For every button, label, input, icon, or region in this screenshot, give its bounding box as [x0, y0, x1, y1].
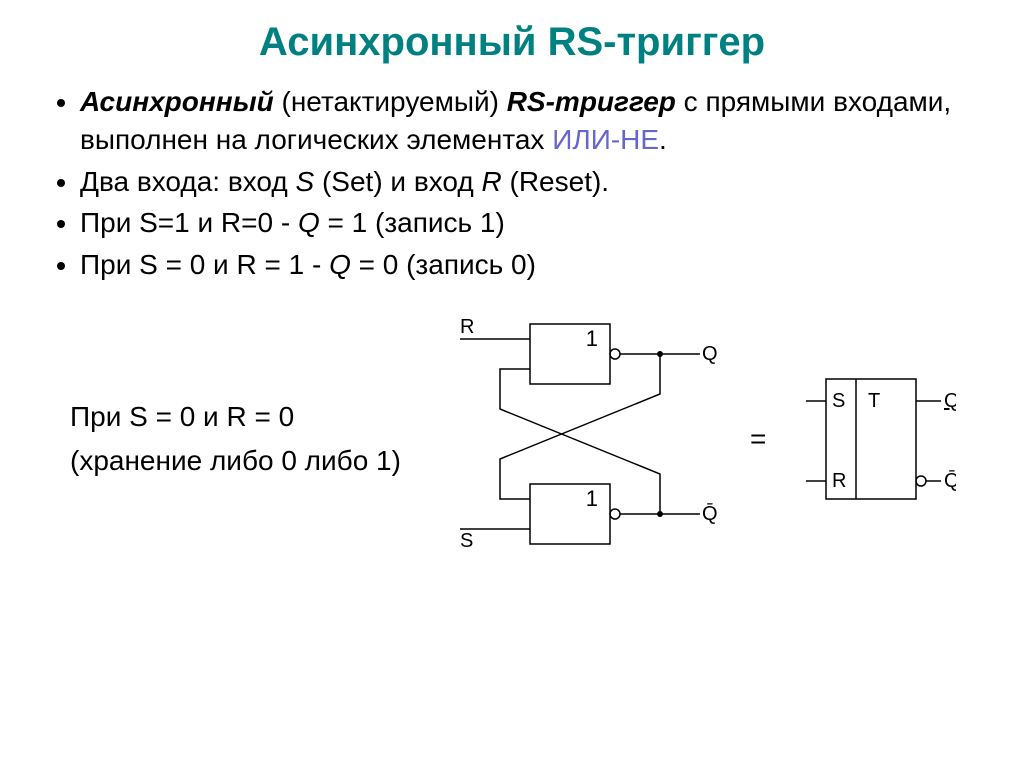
- svg-text:Q: Q: [944, 390, 956, 412]
- svg-text:Q: Q: [702, 343, 718, 365]
- svg-text:1: 1: [586, 326, 598, 351]
- svg-text:S: S: [460, 530, 473, 552]
- svg-text:1: 1: [586, 486, 598, 511]
- bullet-item: При S = 0 и R = 1 - Q = 0 (запись 0): [80, 246, 984, 284]
- svg-text:Q̄: Q̄: [702, 502, 718, 525]
- svg-text:S: S: [832, 390, 845, 412]
- svg-text:R: R: [460, 316, 474, 338]
- storage-condition-text: При S = 0 и R = 0 (хранение либо 0 либо …: [40, 389, 420, 489]
- svg-text:T: T: [868, 390, 880, 412]
- page-title: Асинхронный RS-триггер: [40, 20, 984, 65]
- svg-text:R: R: [832, 470, 846, 492]
- bullet-item: При S=1 и R=0 - Q = 1 (запись 1): [80, 204, 984, 242]
- nor-gates-diagram: 1 1 R S Q Q̄: [450, 314, 720, 564]
- svg-text:Q̄: Q̄: [944, 469, 956, 492]
- equals-sign: =: [750, 423, 766, 455]
- trigger-block-diagram: S R T Q Q̄: [796, 369, 956, 509]
- bullet-item: Асинхронный (нетактируемый) RS-триггер с…: [80, 83, 984, 159]
- bullet-list: Асинхронный (нетактируемый) RS-триггер с…: [40, 83, 984, 284]
- bullet-item: Два входа: вход S (Set) и вход R (Reset)…: [80, 163, 984, 201]
